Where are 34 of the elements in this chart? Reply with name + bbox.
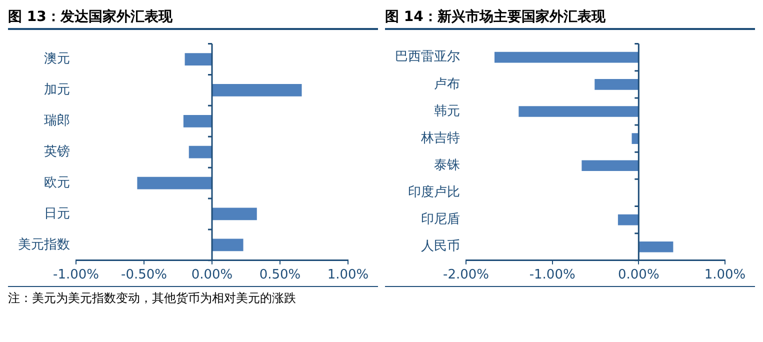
x-tick-label: 0.50%: [259, 268, 301, 283]
y-tick-label: 林吉特: [420, 130, 460, 146]
text: 注：美元为美元指数变动，其他货币为相对美元的涨跌: [8, 290, 297, 307]
bar: [137, 176, 212, 190]
chart-title: 图 14：新兴市场主要国家外汇表现: [385, 8, 755, 30]
bar: [212, 208, 257, 220]
x-tick-label: -2.00%: [443, 268, 489, 283]
y-tick-label: 卢布: [434, 76, 460, 92]
bar: [212, 84, 302, 96]
y-tick-label: 印尼盾: [421, 212, 460, 228]
y-tick-label: 日元: [44, 206, 70, 222]
x-tick-label: -0.50%: [121, 268, 167, 283]
bar: [184, 53, 212, 66]
bar: [212, 238, 244, 252]
x-tick-label: -1.00%: [53, 268, 99, 283]
x-tick-label: 1.00%: [327, 268, 369, 283]
y-tick-label: 泰铢: [434, 158, 460, 174]
y-tick-label: 韩元: [434, 104, 460, 119]
y-tick-label: 澳元: [44, 52, 70, 67]
y-tick-label: 美元指数: [18, 236, 70, 252]
bar: [183, 114, 212, 128]
bar: [188, 146, 212, 158]
y-tick-label: 人民币: [421, 239, 460, 254]
y-tick-label: 欧元: [44, 175, 70, 190]
y-tick-label: 加元: [44, 82, 70, 98]
x-tick-label: 1.00%: [704, 268, 746, 283]
chart-title: 图 13：发达国家外汇表现: [8, 8, 378, 30]
x-tick-label: 0.00%: [191, 268, 233, 283]
x-tick-label: 0.00%: [618, 268, 660, 283]
y-tick-label: 瑞郎: [44, 112, 70, 129]
y-tick-label: 英镑: [44, 144, 70, 160]
x-tick-label: -1.00%: [529, 268, 576, 283]
y-tick-label: 印度卢比: [408, 184, 460, 200]
y-tick-label: 巴西雷亚尔: [395, 50, 460, 65]
